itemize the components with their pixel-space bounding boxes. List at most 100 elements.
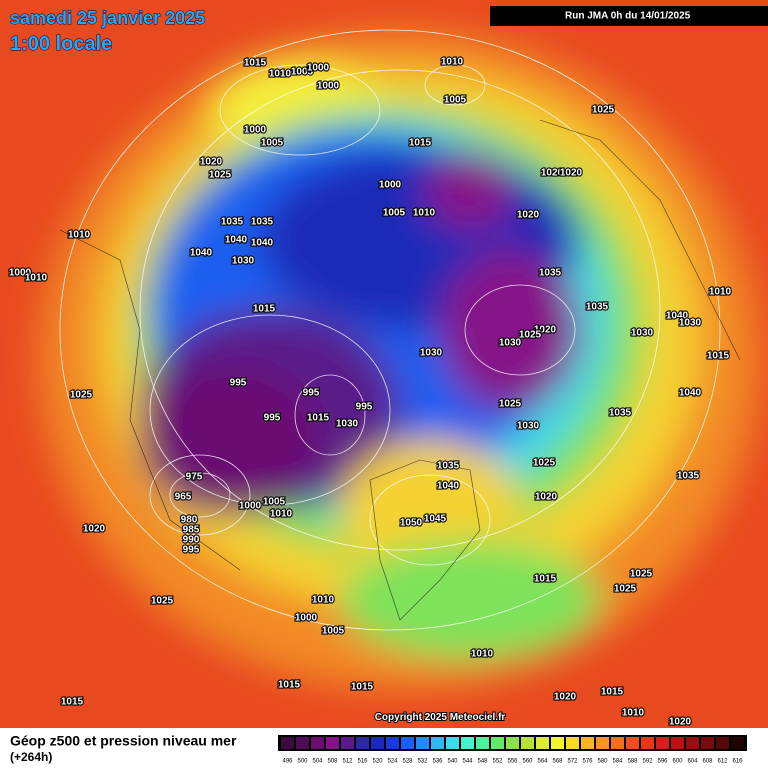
legend-label: 572 — [567, 759, 578, 765]
isobar-label: 1005 — [261, 138, 284, 149]
isobar-label: 1025 — [533, 458, 556, 469]
legend-label: 504 — [312, 759, 323, 765]
legend-swatch — [716, 737, 729, 749]
legend-swatch — [341, 737, 354, 749]
isobar-label: 1040 — [437, 481, 460, 492]
isobar-label: 990 — [183, 535, 200, 546]
isobar-label: 1010 — [270, 509, 293, 520]
coastlines — [59, 119, 741, 621]
isobar-label: 1035 — [251, 217, 274, 228]
isobar-label: 1040 — [225, 235, 248, 246]
legend: 496 500 504 508 512 516 520 524 528 532 536 540 544 5… — [278, 735, 747, 765]
isobar-label: 1015 — [253, 304, 276, 315]
legend-swatch — [326, 737, 339, 749]
legend-swatch — [641, 737, 654, 749]
isobar-label: 1020 — [554, 692, 577, 703]
legend-label: 612 — [717, 759, 728, 765]
legend-swatch — [671, 737, 684, 749]
isobar-label: 1020 — [560, 168, 583, 179]
legend-label: 540 — [447, 759, 458, 765]
isobar-label: 1035 — [539, 268, 562, 279]
legend-swatch — [626, 737, 639, 749]
legend-label: 604 — [687, 759, 698, 765]
footer-lead: (+264h) — [10, 750, 52, 764]
isobar-label: 1000 — [295, 613, 318, 624]
isobar-label: 1010 — [709, 287, 732, 298]
legend-swatch — [686, 737, 699, 749]
legend-label: 528 — [402, 759, 413, 765]
legend-swatch — [416, 737, 429, 749]
legend-label: 588 — [627, 759, 638, 765]
legend-swatch — [566, 737, 579, 749]
legend-swatch — [731, 737, 744, 749]
isobar-label: 1025 — [499, 399, 522, 410]
legend-label: 524 — [387, 759, 398, 765]
legend-label: 508 — [327, 759, 338, 765]
isobar-label: 1030 — [499, 338, 522, 349]
legend-label: 516 — [357, 759, 368, 765]
legend-label: 536 — [432, 759, 443, 765]
copyright: Copyright 2025 Meteociel.fr — [375, 712, 506, 723]
isobar-label: 995 — [264, 413, 281, 424]
isobar-label: 985 — [183, 525, 200, 536]
isobar-label: 1020 — [669, 717, 692, 728]
isobar-label: 1025 — [630, 569, 653, 580]
isobar-label: 1005 — [263, 497, 286, 508]
legend-label: 500 — [297, 759, 308, 765]
isobar-label: 1005 — [291, 67, 314, 78]
legend-swatch — [371, 737, 384, 749]
legend-label: 616 — [732, 759, 743, 765]
legend-label: 576 — [582, 759, 593, 765]
isobar-label: 1010 — [25, 273, 48, 284]
isobar-label: 1015 — [244, 58, 267, 69]
isobar-label: 995 — [183, 545, 200, 556]
legend-swatch — [581, 737, 594, 749]
legend-swatch — [296, 737, 309, 749]
isobar-label: 1000 — [379, 180, 402, 191]
legend-swatch — [491, 737, 504, 749]
isobar-label: 1000 — [317, 81, 340, 92]
legend-swatch — [386, 737, 399, 749]
isobar-label: 1025 — [614, 584, 637, 595]
legend-label: 556 — [507, 759, 518, 765]
isobar-label: 1015 — [534, 574, 557, 585]
isobar-label: 1035 — [609, 408, 632, 419]
legend-swatch — [431, 737, 444, 749]
isobars — [59, 29, 721, 631]
isobar-label: 1020 — [200, 157, 223, 168]
legend-label: 580 — [597, 759, 608, 765]
isobar-label: 1005 — [444, 95, 467, 106]
date: samedi 25 janvier 2025 — [10, 8, 205, 28]
legend-swatch — [281, 737, 294, 749]
isobar-label: 1035 — [221, 217, 244, 228]
isobar-label: 980 — [181, 515, 198, 526]
isobar-label: 1025 — [209, 170, 232, 181]
legend-swatch — [701, 737, 714, 749]
isobar-label: 1030 — [420, 348, 443, 359]
legend-label: 512 — [342, 759, 353, 765]
isobar-label: 1030 — [336, 419, 359, 430]
legend-swatch — [521, 737, 534, 749]
isobar-label: 1035 — [437, 461, 460, 472]
isobar-label: 1020 — [83, 524, 106, 535]
isobar-label: 1040 — [190, 248, 213, 259]
isobar-label: 1015 — [307, 413, 330, 424]
legend-label: 552 — [492, 759, 503, 765]
isobar-label: 1015 — [707, 351, 730, 362]
isobar-label: 1025 — [70, 390, 93, 401]
isobar-label: 1030 — [517, 421, 540, 432]
isobar-label: 1020 — [535, 492, 558, 503]
isobar-label: 1025 — [592, 105, 615, 116]
run-label: Run JMA 0h du 14/01/2025 — [565, 11, 691, 22]
isobar-label: 1015 — [278, 680, 301, 691]
isobar-label: 1020 — [541, 168, 564, 179]
isobar-label: 1000 — [307, 63, 330, 74]
isobar-label: 1015 — [61, 697, 84, 708]
isobar-label: 1000 — [9, 268, 32, 279]
isobar-label: 1035 — [677, 471, 700, 482]
isobar-label: 1010 — [413, 208, 436, 219]
isobar-label: 965 — [175, 492, 192, 503]
legend-label: 596 — [657, 759, 668, 765]
